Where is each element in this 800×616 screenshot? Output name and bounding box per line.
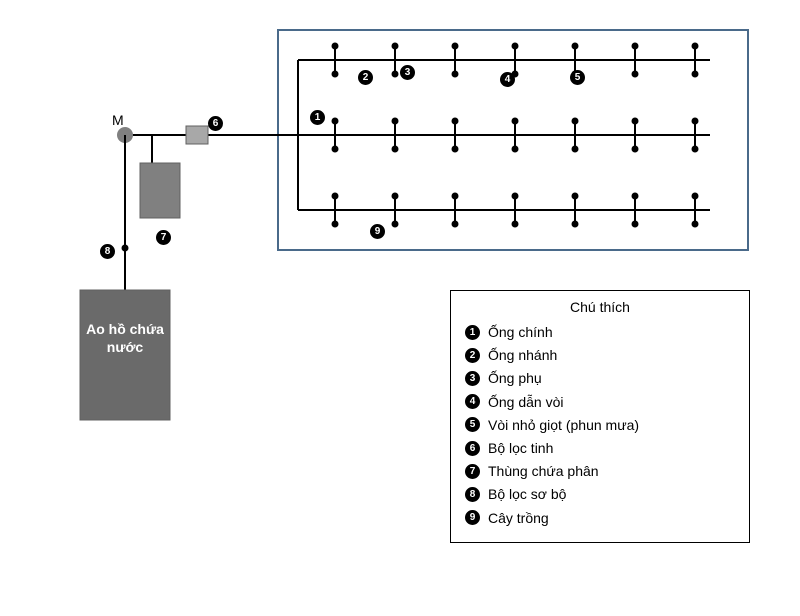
legend-text: Bộ lọc sơ bộ bbox=[488, 485, 566, 503]
legend-text: Thùng chứa phân bbox=[488, 462, 599, 480]
legend-text: Ống dẫn vòi bbox=[488, 393, 564, 411]
pump-label: M bbox=[112, 112, 124, 128]
legend-text: Ống phụ bbox=[488, 369, 542, 387]
legend-num-icon: 4 bbox=[465, 394, 480, 409]
callout-5: 5 bbox=[570, 70, 585, 85]
legend-row-2: 2 Ống nhánh bbox=[465, 346, 735, 364]
callout-1: 1 bbox=[310, 110, 325, 125]
legend-num-icon: 9 bbox=[465, 510, 480, 525]
legend-text: Bộ lọc tinh bbox=[488, 439, 553, 457]
legend-text: Cây trồng bbox=[488, 509, 549, 527]
callout-7: 7 bbox=[156, 230, 171, 245]
legend-row-5: 5 Vòi nhỏ giọt (phun mưa) bbox=[465, 416, 735, 434]
legend-num-icon: 6 bbox=[465, 441, 480, 456]
legend-num-icon: 3 bbox=[465, 371, 480, 386]
legend-num-icon: 1 bbox=[465, 325, 480, 340]
callout-3: 3 bbox=[400, 65, 415, 80]
callout-4: 4 bbox=[500, 72, 515, 87]
callout-2: 2 bbox=[358, 70, 373, 85]
legend-items: 1 Ống chính 2 Ống nhánh 3 Ống phụ 4 Ống dẫn vòi… bbox=[465, 323, 735, 527]
legend-num-icon: 2 bbox=[465, 348, 480, 363]
legend-row-9: 9 Cây trồng bbox=[465, 509, 735, 527]
callout-9: 9 bbox=[370, 224, 385, 239]
callout-8: 8 bbox=[100, 244, 115, 259]
legend-row-7: 7 Thùng chứa phân bbox=[465, 462, 735, 480]
legend-text: Ống chính bbox=[488, 323, 553, 341]
legend-row-8: 8 Bộ lọc sơ bộ bbox=[465, 485, 735, 503]
legend-num-icon: 7 bbox=[465, 464, 480, 479]
legend-row-4: 4 Ống dẫn vòi bbox=[465, 393, 735, 411]
legend-text: Vòi nhỏ giọt (phun mưa) bbox=[488, 416, 639, 434]
legend-text: Ống nhánh bbox=[488, 346, 557, 364]
legend-num-icon: 5 bbox=[465, 417, 480, 432]
legend-num-icon: 8 bbox=[465, 487, 480, 502]
legend-row-6: 6 Bộ lọc tinh bbox=[465, 439, 735, 457]
legend-box: Chú thích 1 Ống chính 2 Ống nhánh 3 Ống phụ 4Ố… bbox=[450, 290, 750, 543]
legend-row-3: 3 Ống phụ bbox=[465, 369, 735, 387]
legend-title: Chú thích bbox=[465, 299, 735, 315]
reservoir-label: Ao hồ chứa nước bbox=[80, 320, 170, 356]
diagram-stage: M Ao hồ chứa nước 123456789 Chú thích 1Ố… bbox=[0, 0, 800, 616]
legend-row-1: 1 Ống chính bbox=[465, 323, 735, 341]
callout-6: 6 bbox=[208, 116, 223, 131]
